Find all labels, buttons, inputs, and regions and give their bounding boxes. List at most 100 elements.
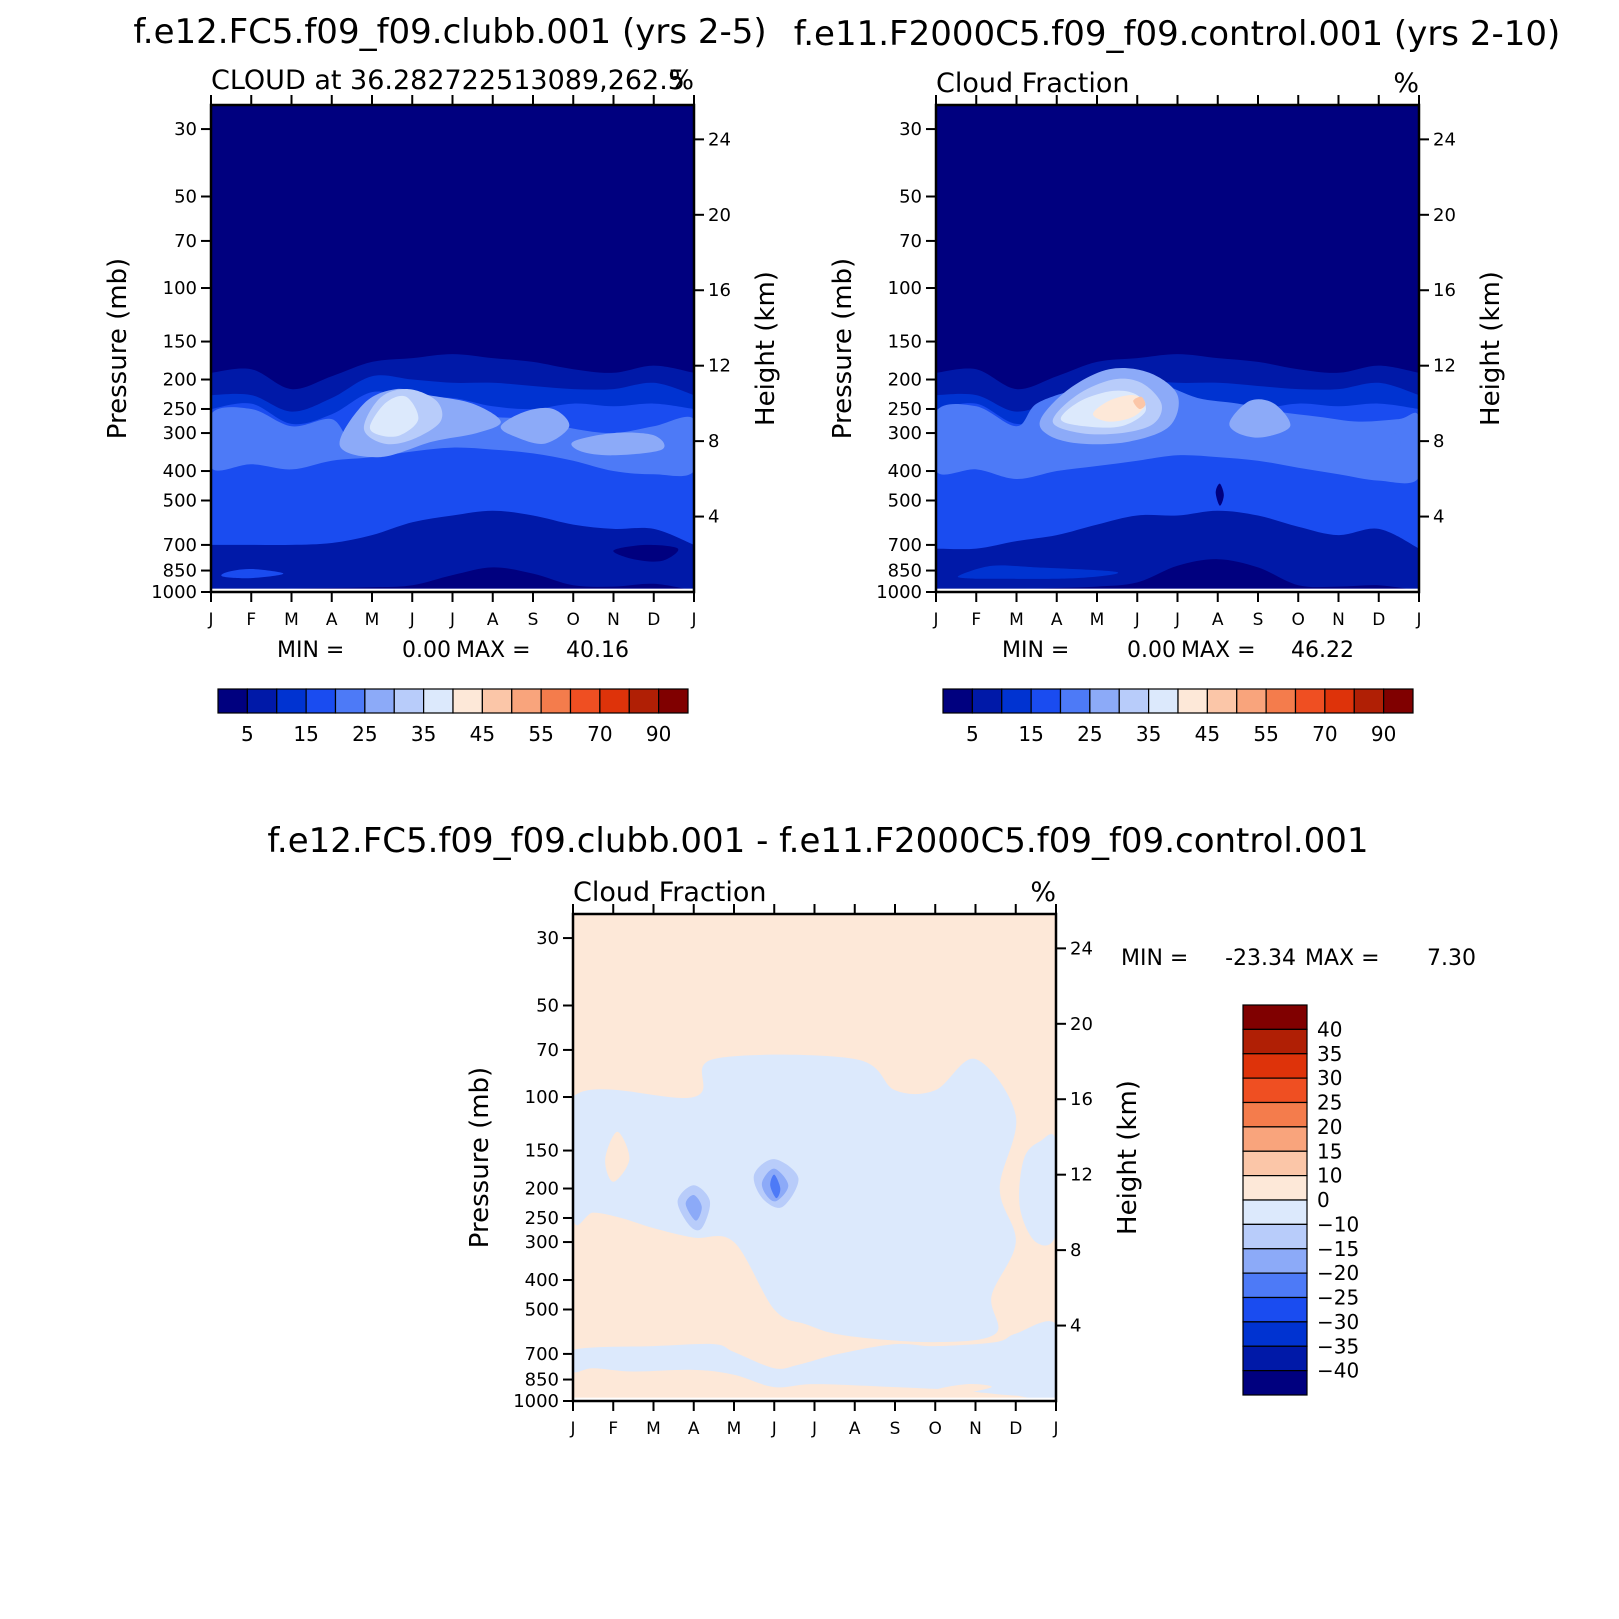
colorbar-swatch [599, 688, 630, 714]
colorbar-swatch [1242, 1101, 1308, 1128]
colorbar-swatch [1294, 688, 1326, 714]
pressure-tick-label: 250 [525, 1208, 559, 1229]
height-tick-label: 16 [1433, 280, 1456, 301]
colorbar-swatch [1242, 1126, 1308, 1152]
height-tick-label: 16 [708, 280, 731, 301]
pressure-tick-label: 30 [174, 119, 197, 140]
month-label: J [771, 1419, 777, 1439]
colorbar-swatch [1242, 1077, 1308, 1104]
colorbar-swatch [452, 688, 483, 714]
colorbar-swatch [1242, 1321, 1308, 1347]
cloud-fill-25-30-aug [1229, 399, 1291, 438]
colorbar-swatch [481, 688, 513, 714]
min-value: -23.34 [1225, 946, 1296, 971]
colorbar-swatch [1242, 1248, 1308, 1274]
height-tick-label: 8 [1433, 431, 1444, 452]
pressure-tick-label: 250 [163, 399, 197, 420]
month-label: J [449, 610, 455, 630]
diff-fill-0-10-oct-sfc [935, 1384, 992, 1395]
colorbar-swatch [1353, 688, 1385, 714]
month-label: A [487, 610, 499, 630]
lower-0-5 [936, 559, 1419, 591]
height-tick-label: 12 [1433, 356, 1456, 377]
month-label: J [690, 610, 696, 630]
colorbar-swatch [1177, 688, 1208, 714]
colorbar-label: −15 [1317, 1237, 1359, 1261]
month-label: F [246, 610, 256, 630]
pressure-tick-label: 1000 [513, 1391, 559, 1412]
colorbar-swatch [1242, 1272, 1308, 1299]
pressure-tick-label: 400 [525, 1270, 559, 1291]
colorbar-label: 35 [1136, 722, 1161, 746]
colorbar-swatch [1242, 1223, 1308, 1250]
colorbar-label: −35 [1317, 1334, 1359, 1358]
cloud-fill-25-30-nov [571, 432, 665, 456]
pressure-tick-label: 100 [525, 1087, 559, 1108]
pressure-tick-label: 70 [536, 1040, 559, 1061]
colorbar-swatch [569, 688, 601, 714]
max-value: 40.16 [566, 638, 629, 663]
month-label: A [688, 1419, 700, 1439]
max-value: 7.30 [1427, 946, 1476, 971]
colorbar-label: 15 [1018, 722, 1043, 746]
colorbar-swatch [540, 688, 572, 714]
colorbar-label: −20 [1317, 1261, 1359, 1285]
diff-fill-0-10-jan-sfc [573, 1385, 637, 1398]
colorbar-label: −10 [1317, 1212, 1359, 1236]
below-surface-strip [573, 1397, 1056, 1401]
month-label: J [1174, 610, 1180, 630]
units-label: % [668, 65, 694, 96]
pressure-tick-label: 70 [899, 231, 922, 252]
max-value: 46.22 [1291, 638, 1354, 663]
colorbar-label: 90 [646, 722, 671, 746]
colorbar-swatch [1242, 1199, 1308, 1225]
colorbar-label: 45 [1195, 722, 1220, 746]
colorbar-swatch [364, 688, 395, 714]
cloud-fill-10-15-low [957, 565, 1119, 579]
diff-fill-0-10-apr [673, 1247, 715, 1298]
height-tick-label: 24 [1070, 938, 1093, 959]
below-surface-strip [936, 588, 1419, 592]
month-label: A [1212, 610, 1224, 630]
height-tick-label: 24 [1433, 129, 1456, 150]
min-label: MIN = [277, 638, 344, 663]
min-value: 0.00 [402, 638, 451, 663]
colorbar-label: 35 [1317, 1042, 1342, 1066]
max-label: MAX = [1305, 946, 1380, 971]
month-label: O [929, 1419, 942, 1439]
units-label: % [1393, 68, 1419, 99]
pressure-tick-label: 400 [163, 461, 197, 482]
pressure-tick-label: 100 [163, 278, 197, 299]
min-label: MIN = [1121, 946, 1188, 971]
pressure-tick-label: 250 [888, 399, 922, 420]
colorbar-label: 70 [587, 722, 612, 746]
colorbar-swatch [1242, 1028, 1308, 1055]
month-label: J [569, 1419, 575, 1439]
colorbar-swatch [511, 688, 542, 714]
colorbar-swatch [628, 688, 660, 714]
colorbar-label: 35 [411, 722, 436, 746]
height-tick-label: 24 [708, 129, 731, 150]
colorbar-swatch [1118, 688, 1150, 714]
month-label: F [608, 1419, 618, 1439]
colorbar-label: 90 [1371, 722, 1396, 746]
colorbar-swatch [1242, 1004, 1308, 1030]
panel-subtitle: Cloud Fraction [936, 68, 1129, 99]
colorbar-label: 5 [241, 722, 254, 746]
diff-fill-neg10-0-lower [573, 1321, 1056, 1401]
colorbar-swatch [1242, 1296, 1308, 1323]
colorbar-label: −25 [1317, 1286, 1359, 1310]
pressure-tick-label: 30 [899, 119, 922, 140]
colorbar-swatch [276, 688, 307, 714]
colorbar-swatch [971, 688, 1003, 714]
pressure-tick-label: 850 [163, 561, 197, 582]
height-axis-title: Height (km) [1476, 271, 1506, 426]
cloud-fill-20-25 [211, 406, 694, 477]
colorbar-swatch [1030, 688, 1062, 714]
pressure-tick-label: 300 [888, 423, 922, 444]
lower-0-5 [211, 567, 694, 591]
height-tick-label: 20 [1433, 205, 1456, 226]
contour-fills [936, 105, 1419, 592]
height-tick-label: 12 [1070, 1165, 1093, 1186]
